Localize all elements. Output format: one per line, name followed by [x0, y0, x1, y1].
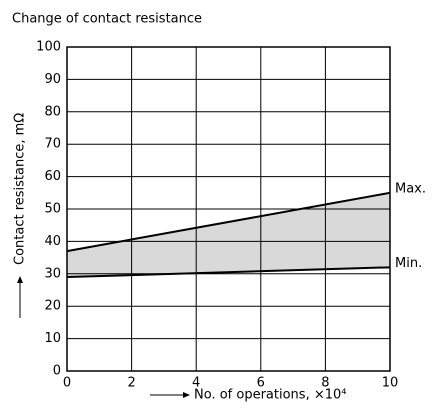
x-axis-label: No. of operations, ×10⁴ [194, 388, 346, 403]
plot-border [66, 46, 391, 372]
chart-title: Change of contact resistance [12, 12, 202, 27]
y-tick-label: 50 [44, 202, 61, 217]
x-tick-label: 2 [127, 376, 135, 391]
y-tick-label: 70 [44, 137, 61, 152]
series-label: Min. [395, 256, 422, 271]
x-tick-label: 6 [257, 376, 265, 391]
y-axis-label: Contact resistance, mΩ [13, 113, 28, 265]
x-tick-label: 10 [382, 376, 399, 391]
y-tick-label: 30 [44, 266, 61, 281]
y-tick-label: 0 [53, 364, 61, 379]
x-tick-label: 8 [321, 376, 329, 391]
series-line [66, 191, 391, 253]
y-tick-label: 90 [44, 72, 61, 87]
y-tick-label: 80 [44, 104, 61, 119]
x-tick-label: 4 [192, 376, 200, 391]
range-fill [67, 192, 390, 278]
y-tick-label: 100 [36, 40, 61, 55]
series-label: Max. [395, 181, 426, 196]
series-line [66, 266, 391, 279]
y-arrow-head [17, 276, 23, 283]
y-tick-label: 10 [44, 331, 61, 346]
x-arrow-head [183, 392, 190, 398]
x-tick-label: 0 [63, 376, 71, 391]
y-tick-label: 60 [44, 169, 61, 184]
y-tick-label: 20 [44, 299, 61, 314]
y-tick-label: 40 [44, 234, 61, 249]
